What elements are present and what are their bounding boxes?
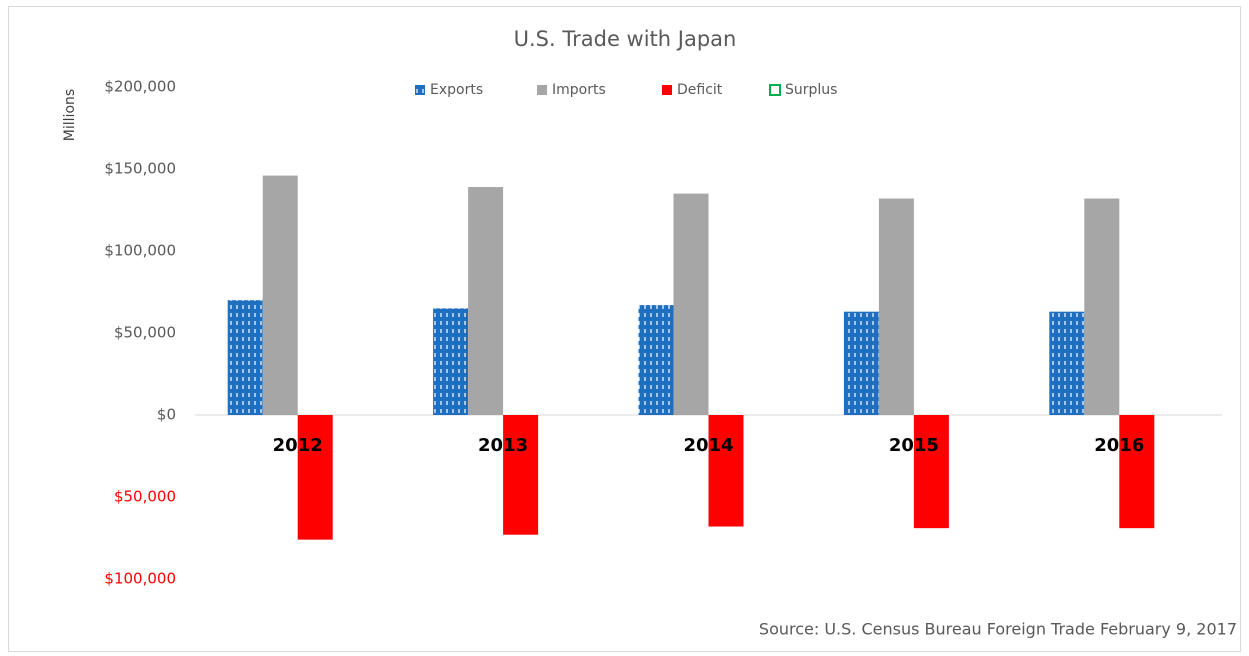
x-tick-label: 2016 [1094, 435, 1144, 456]
bar [262, 175, 298, 415]
x-tick-label: 2012 [273, 435, 323, 456]
source-note: Source: U.S. Census Bureau Foreign Trade… [759, 620, 1237, 639]
y-tick-label: $100,000 [104, 570, 176, 588]
y-tick-label: $50,000 [114, 324, 176, 342]
x-tick-label: 2013 [478, 435, 528, 456]
legend-label: Exports [430, 82, 483, 98]
bar [1119, 415, 1155, 529]
y-tick-label: $100,000 [104, 242, 176, 260]
y-tick-label: $200,000 [104, 78, 176, 96]
legend-swatch [537, 85, 547, 95]
bar [638, 305, 674, 415]
legend-label: Surplus [785, 82, 837, 98]
bar [297, 415, 333, 540]
bar [708, 415, 744, 527]
bar [433, 308, 469, 415]
bar [468, 187, 504, 415]
legend-swatch [769, 84, 781, 96]
chart-border [8, 6, 1241, 652]
bar [673, 193, 709, 415]
legend-label: Deficit [677, 82, 723, 98]
y-axis-label: Millions [62, 89, 78, 141]
bar [913, 415, 949, 529]
legend-label: Imports [552, 82, 606, 98]
bar [878, 198, 914, 415]
bar [843, 311, 879, 415]
y-tick-label: $50,000 [114, 488, 176, 506]
chart-title: U.S. Trade with Japan [514, 27, 737, 51]
bar [503, 415, 539, 535]
bar [1084, 198, 1120, 415]
bar [1049, 311, 1085, 415]
y-tick-label: $0 [157, 406, 176, 424]
x-tick-label: 2014 [683, 435, 733, 456]
y-tick-label: $150,000 [104, 160, 176, 178]
bar [227, 300, 263, 415]
legend-swatch [415, 85, 425, 95]
x-tick-label: 2015 [889, 435, 939, 456]
legend-swatch [662, 85, 672, 95]
